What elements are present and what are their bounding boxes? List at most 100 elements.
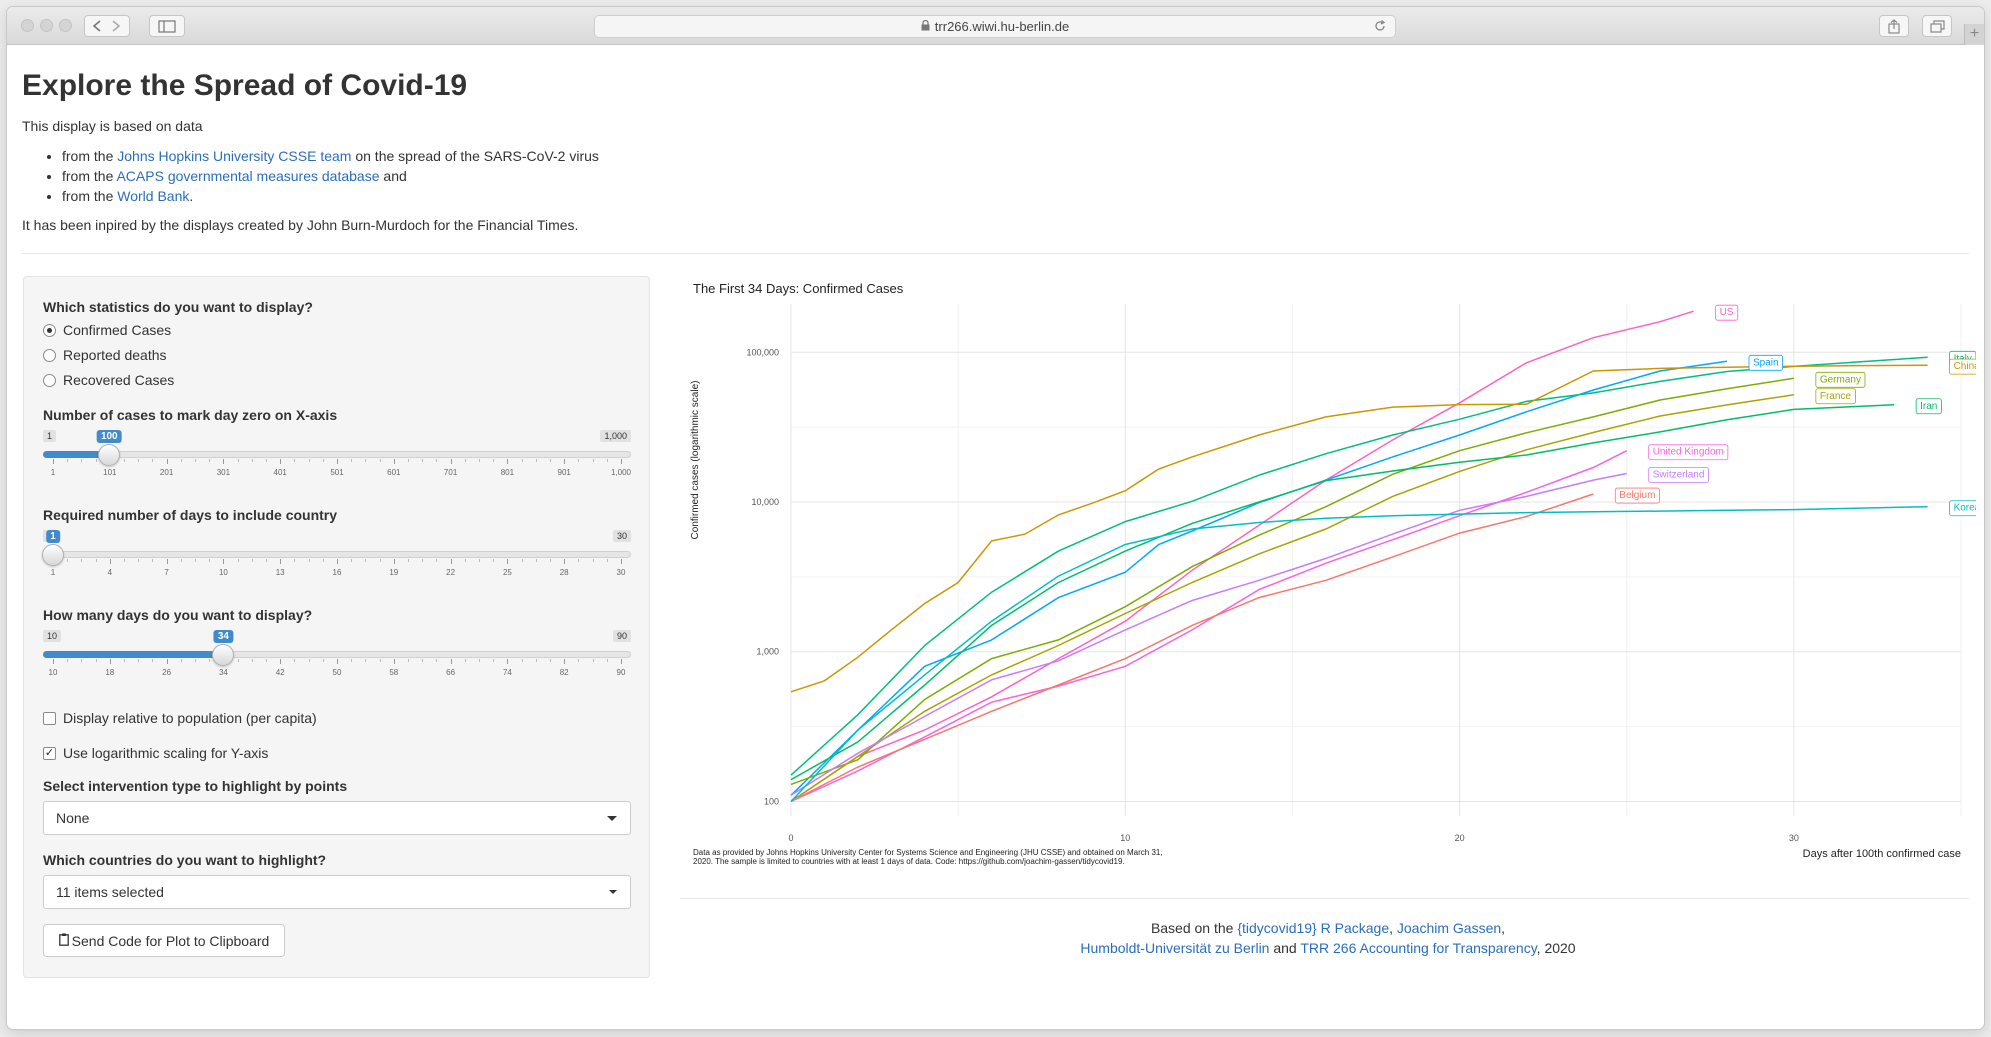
tick-mark — [621, 659, 622, 664]
slider-handle[interactable] — [98, 444, 121, 466]
tick-mark — [450, 459, 452, 464]
y-tick-label: 100,000 — [746, 347, 779, 357]
tick-mark — [507, 559, 509, 564]
jhu-csse-link[interactable]: Johns Hopkins University CSSE team — [117, 148, 352, 164]
tabs-overview-button[interactable] — [1922, 15, 1952, 37]
series-label-box — [1815, 371, 1866, 388]
tick-mark — [166, 459, 168, 464]
world-bank-link[interactable]: World Bank — [117, 188, 190, 204]
radio-label: Recovered Cases — [63, 372, 175, 388]
zero-day-label: Number of cases to mark day zero on X-ax… — [43, 407, 338, 423]
series-line — [790, 450, 1628, 803]
tick-label: 7 — [164, 568, 169, 577]
source-prefix: from the — [62, 148, 118, 164]
y-tick-label: 1,000 — [756, 647, 779, 657]
tick-label: 18 — [105, 668, 115, 677]
countries-select[interactable]: 11 items selected — [43, 875, 631, 909]
tick-mark — [322, 459, 324, 462]
tick-label: 74 — [502, 668, 512, 677]
display-days-label: How many days do you want to display? — [43, 607, 313, 623]
footer-text: , — [1389, 920, 1397, 936]
per-capita-checkbox[interactable] — [43, 711, 56, 725]
tick-label: 401 — [273, 468, 287, 477]
log-scale-checkbox[interactable]: ✓ — [43, 746, 56, 760]
radio-label: Reported deaths — [63, 347, 167, 363]
author-link[interactable]: Joachim Gassen — [1396, 920, 1502, 936]
tick-mark — [351, 559, 353, 562]
select-value: 11 items selected — [56, 884, 164, 900]
tick-label: 13 — [275, 568, 285, 577]
slider-max-label: 30 — [612, 530, 631, 542]
tidycovid19-link[interactable]: {tidycovid19} R Package — [1237, 920, 1390, 936]
send-code-button[interactable]: Send Code for Plot to Clipboard — [43, 924, 285, 957]
sidebar-toggle-button[interactable] — [149, 15, 185, 37]
hu-berlin-link[interactable]: Humboldt-Universität zu Berlin — [1080, 940, 1270, 956]
tick-mark — [294, 659, 296, 662]
new-tab-button[interactable]: + — [1964, 24, 1984, 45]
clipboard-icon — [58, 933, 72, 949]
acaps-link[interactable]: ACAPS governmental measures database — [116, 168, 380, 184]
tick-mark — [550, 459, 551, 462]
log-scale-option[interactable]: ✓ Use logarithmic scaling for Y-axis — [43, 745, 268, 761]
tick-mark — [251, 559, 253, 562]
y-tick-label: 10,000 — [751, 497, 779, 507]
trr266-link[interactable]: TRR 266 Accounting for Transparency — [1300, 940, 1537, 956]
tick-mark — [195, 459, 196, 462]
tick-mark — [294, 459, 296, 462]
intervention-label: Select intervention type to highlight by… — [43, 778, 348, 794]
forward-icon[interactable] — [107, 19, 125, 33]
slider-handle[interactable] — [42, 544, 64, 566]
zero-day-slider[interactable]: 1 1,000 1 101 201 301 401 501 601 701 801 901 1,000 1… — [43, 430, 631, 477]
tick-mark — [450, 559, 452, 564]
tick-mark — [124, 659, 125, 662]
y-axis-label: Confirmed cases (logarithmic scale) — [690, 381, 701, 540]
radio-button[interactable] — [43, 323, 56, 337]
tick-mark — [507, 659, 509, 664]
radio-confirmed-cases[interactable]: Confirmed Cases — [43, 322, 171, 338]
source-suffix: and — [379, 168, 407, 184]
tick-mark — [195, 559, 196, 562]
tick-label: 101 — [103, 468, 117, 477]
address-bar[interactable]: trr266.wiwi.hu-berlin.de — [594, 15, 1396, 38]
slider-handle[interactable] — [212, 644, 235, 666]
minimize-window-button[interactable] — [40, 19, 53, 32]
radio-button[interactable] — [43, 373, 56, 387]
tick-mark — [606, 559, 608, 562]
plus-icon: + — [1969, 25, 1980, 42]
series-label: China — [1954, 361, 1976, 372]
credit-text: It has been inpired by the displays crea… — [22, 217, 579, 233]
tick-mark — [124, 459, 125, 462]
source-prefix: from the — [62, 168, 117, 184]
radio-recovered-cases[interactable]: Recovered Cases — [43, 372, 174, 388]
per-capita-option[interactable]: Display relative to population (per capi… — [43, 710, 317, 726]
display-days-slider[interactable]: 10 90 10 18 26 34 42 50 58 66 74 82 90 34 — [43, 630, 631, 677]
intervention-select[interactable]: None — [43, 801, 631, 835]
slider-min-label: 1 — [43, 430, 57, 442]
tick-mark — [53, 659, 54, 664]
series-line — [790, 404, 1895, 781]
zoom-window-button[interactable] — [59, 19, 72, 32]
checkbox-label: Display relative to population (per capi… — [63, 710, 317, 726]
x-axis-label: Days after 100th confirmed case — [1803, 848, 1961, 860]
radio-button[interactable] — [43, 348, 56, 362]
back-icon[interactable] — [89, 19, 107, 33]
footer: Based on the {tidycovid19} R Package, Jo… — [680, 918, 1976, 958]
radio-reported-deaths[interactable]: Reported deaths — [43, 347, 167, 363]
slider-track[interactable] — [43, 451, 631, 458]
tick-mark — [109, 559, 111, 564]
required-days-slider[interactable]: 13014710131619222528301 — [42, 530, 631, 577]
tick-mark — [138, 459, 140, 462]
tick-label: 10 — [218, 568, 228, 577]
close-window-button[interactable] — [21, 19, 34, 32]
source-item: from the World Bank. — [62, 186, 599, 206]
series-line — [790, 505, 1928, 803]
slider-track[interactable] — [43, 551, 631, 558]
tick-mark — [436, 659, 438, 662]
tick-label: 30 — [616, 568, 626, 577]
tick-mark — [81, 559, 83, 562]
reload-icon[interactable] — [1373, 19, 1387, 36]
share-button[interactable] — [1879, 15, 1909, 37]
tick-mark — [408, 659, 409, 662]
slider-tick-labels: 1 101 201 301 401 501 601 701 801 901 1,000 — [51, 468, 631, 478]
tick-mark — [308, 559, 310, 562]
